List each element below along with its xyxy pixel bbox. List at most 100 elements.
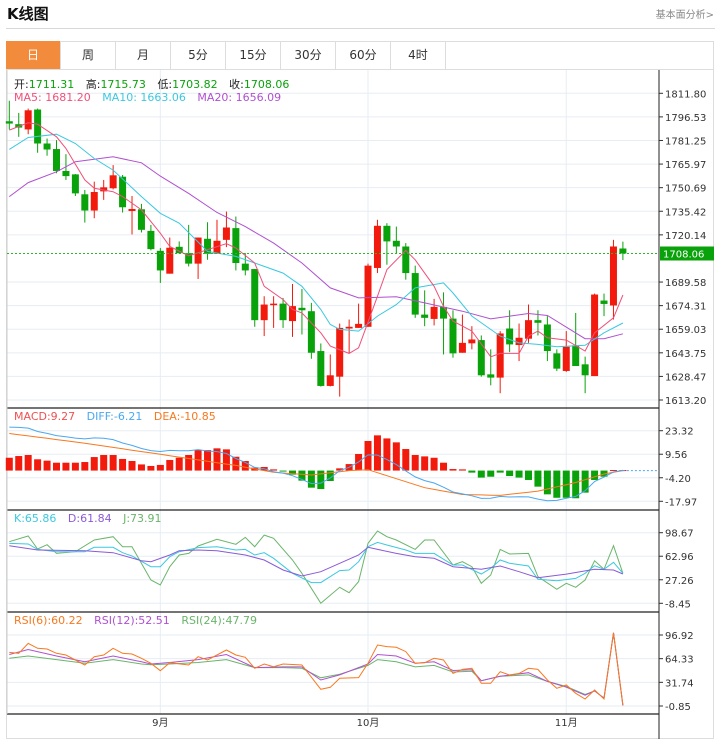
candle-down bbox=[307, 311, 315, 353]
macd-bar-positive bbox=[232, 456, 240, 471]
candle-down bbox=[449, 318, 457, 354]
candle-down bbox=[241, 263, 249, 271]
j-value: J:73.91 bbox=[123, 512, 162, 525]
kdj-d-line bbox=[9, 545, 624, 579]
macd-bar-positive bbox=[458, 469, 466, 471]
price-axis-tick-label: 1811.80 bbox=[665, 89, 706, 100]
price-axis-tick-label: 1628.47 bbox=[665, 372, 706, 383]
tab-30min[interactable]: 30分 bbox=[281, 41, 336, 69]
tab-15min[interactable]: 15分 bbox=[226, 41, 281, 69]
macd-bar-positive bbox=[109, 455, 117, 471]
rsi6-line bbox=[9, 632, 624, 706]
macd-bar-positive bbox=[222, 449, 230, 471]
candle-down bbox=[251, 269, 259, 321]
price-axis-tick-label: 1659.03 bbox=[665, 325, 706, 336]
macd-bar-negative bbox=[562, 470, 570, 498]
ma10-line bbox=[9, 133, 624, 348]
tab-day[interactable]: 日 bbox=[6, 41, 61, 69]
macd-bar-positive bbox=[90, 457, 98, 471]
candle-up bbox=[345, 326, 353, 329]
high-value: 1715.73 bbox=[100, 78, 146, 91]
x-axis-label: 10月 bbox=[357, 717, 380, 729]
candle-up bbox=[260, 304, 268, 321]
ohlc-legend: 开:1711.31 高:1715.73 低:1703.82 收:1708.06 bbox=[14, 76, 297, 92]
candle-down bbox=[53, 149, 60, 171]
candle-down bbox=[81, 194, 89, 211]
candle-up bbox=[496, 333, 504, 378]
tab-5min[interactable]: 5分 bbox=[171, 41, 226, 69]
candle-down bbox=[298, 307, 306, 311]
rsi24-line bbox=[9, 632, 624, 706]
macd-bar-negative bbox=[477, 470, 485, 478]
open-value: 1711.31 bbox=[28, 78, 75, 91]
d-value: D:61.84 bbox=[67, 512, 112, 525]
macd-bar-positive bbox=[204, 450, 212, 471]
tab-4hour[interactable]: 4时 bbox=[391, 41, 446, 69]
tab-60min[interactable]: 60分 bbox=[336, 41, 391, 69]
candle-up bbox=[24, 110, 32, 130]
macd-bar-negative bbox=[581, 470, 589, 493]
tab-month[interactable]: 月 bbox=[116, 41, 171, 69]
price-axis-tick-label: 1750.69 bbox=[665, 184, 706, 195]
macd-bar-negative bbox=[289, 470, 296, 475]
candle-up bbox=[373, 225, 381, 268]
candle-down bbox=[317, 351, 325, 386]
macd-bar-positive bbox=[383, 438, 391, 471]
close-label: 收: bbox=[229, 78, 244, 91]
price-axis-tick-label: 1674.31 bbox=[665, 302, 706, 313]
candle-up bbox=[222, 227, 230, 240]
macd-bar-negative bbox=[534, 470, 542, 487]
macd-bar-negative bbox=[468, 470, 476, 473]
macd-bar-positive bbox=[34, 459, 42, 471]
candle-down bbox=[43, 143, 51, 150]
macd-bar-positive bbox=[440, 462, 448, 471]
rsi12-value: RSI(12):52.51 bbox=[94, 614, 170, 627]
price-axis-tick-label: 1796.53 bbox=[665, 113, 706, 124]
kdj-axis-tick-label: 27.26 bbox=[665, 576, 694, 587]
macd-axis-tick-label: 23.32 bbox=[665, 427, 694, 438]
diff-line bbox=[9, 426, 623, 502]
macd-legend: MACD:9.27 DIFF:-6.21 DEA:-10.85 bbox=[14, 410, 224, 423]
price-axis-tick-label: 1613.20 bbox=[665, 396, 706, 407]
rsi-axis-tick-label: 64.33 bbox=[665, 655, 694, 666]
macd-bar-positive bbox=[185, 455, 193, 471]
candle-up bbox=[609, 246, 617, 306]
open-label: 开: bbox=[14, 78, 29, 91]
macd-bar-negative bbox=[553, 470, 561, 498]
candle-down bbox=[185, 253, 193, 264]
candle-down bbox=[581, 364, 589, 376]
k-value: K:65.86 bbox=[14, 512, 57, 525]
macd-bar-negative bbox=[591, 470, 599, 480]
fundamental-analysis-link[interactable]: 基本面分析> bbox=[655, 10, 714, 21]
macd-bar-positive bbox=[166, 459, 174, 471]
candle-up bbox=[100, 187, 108, 192]
rsi-axis-tick-label: 31.74 bbox=[665, 678, 694, 689]
macd-bar-negative bbox=[496, 470, 504, 473]
candle-up bbox=[468, 339, 476, 344]
candle-down bbox=[232, 228, 240, 264]
candle-down bbox=[119, 176, 127, 208]
price-axis-tick-label: 1689.58 bbox=[665, 278, 706, 289]
candle-down bbox=[421, 314, 429, 318]
rsi12-line bbox=[9, 632, 624, 706]
price-axis-tick-label: 1735.42 bbox=[665, 207, 706, 218]
macd-bar-negative bbox=[525, 470, 532, 480]
x-axis-label: 9月 bbox=[152, 717, 168, 729]
macd-bar-positive bbox=[62, 462, 70, 471]
candle-up bbox=[166, 247, 174, 274]
macd-bar-positive bbox=[392, 442, 400, 471]
price-axis-tick-label: 1720.14 bbox=[665, 231, 706, 242]
candle-up bbox=[270, 303, 278, 306]
candle-down bbox=[147, 230, 155, 250]
tab-week[interactable]: 周 bbox=[61, 41, 116, 69]
candle-down bbox=[534, 320, 542, 323]
macd-bar-positive bbox=[449, 469, 457, 471]
candle-up bbox=[515, 337, 523, 346]
ma20-value: MA20: 1656.09 bbox=[197, 91, 282, 104]
macd-bar-positive bbox=[128, 460, 136, 471]
candle-up bbox=[355, 323, 363, 328]
rsi6-value: RSI(6):60.22 bbox=[14, 614, 83, 627]
ma5-line bbox=[9, 122, 624, 358]
macd-bar-positive bbox=[156, 464, 164, 471]
